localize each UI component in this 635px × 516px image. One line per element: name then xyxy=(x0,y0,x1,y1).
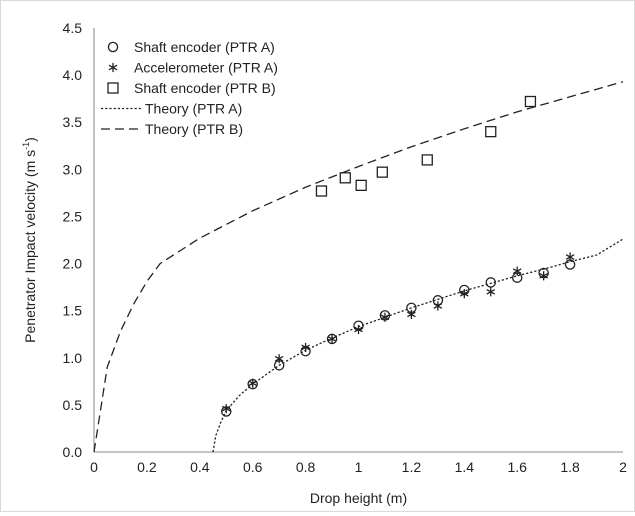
data-point-square xyxy=(421,154,433,166)
x-tick-label: 2 xyxy=(619,459,627,475)
y-tick-label: 3.0 xyxy=(63,161,83,177)
y-tick-label: 3.5 xyxy=(63,114,83,130)
legend-label: Shaft encoder (PTR A) xyxy=(134,39,275,55)
data-point-square xyxy=(355,179,367,192)
data-point-asterisk xyxy=(565,252,575,262)
data-point-asterisk xyxy=(274,354,284,364)
series-line-theory-ptr-a xyxy=(212,238,624,453)
legend-marker-circle xyxy=(107,41,119,53)
x-tick-label: 0.4 xyxy=(190,459,210,475)
legend-label: Shaft encoder (PTR B) xyxy=(134,80,276,96)
x-tick-label: 0.6 xyxy=(243,459,263,475)
legend-item: Accelerometer (PTR A) xyxy=(108,60,278,76)
y-tick-label: 0.5 xyxy=(63,397,83,413)
legend: Shaft encoder (PTR A) Accelerometer (PTR … xyxy=(101,39,278,137)
data-point-asterisk xyxy=(486,287,496,297)
data-point-asterisk xyxy=(327,334,337,344)
theory-curves xyxy=(93,81,624,453)
y-tick-label: 0.0 xyxy=(63,444,83,460)
data-point-asterisk xyxy=(354,324,363,335)
x-tick-label: 0 xyxy=(90,459,98,475)
x-tick-label: 1.6 xyxy=(507,459,527,475)
y-tick-label: 4.5 xyxy=(63,20,83,36)
x-tick-label: 1.8 xyxy=(560,459,580,475)
data-point-circle xyxy=(485,277,496,288)
data-point-asterisk xyxy=(433,301,443,311)
y-tick-label: 1.0 xyxy=(63,350,83,366)
data-point-asterisk xyxy=(512,266,522,276)
y-axis-title: Penetrator Impact velocity (m s-1) xyxy=(21,137,38,343)
y-axis-title-superscript: -1 xyxy=(21,142,31,150)
legend-label: Theory (PTR B) xyxy=(145,121,243,137)
data-point-asterisk xyxy=(407,309,416,320)
data-point-square xyxy=(315,185,328,197)
y-axis-title-main: Penetrator Impact velocity (m s xyxy=(22,150,38,343)
legend-marker-asterisk xyxy=(108,62,118,73)
legend-marker-square xyxy=(107,82,119,94)
data-point-square xyxy=(524,95,537,108)
series-line-theory-ptr-b xyxy=(93,81,624,453)
legend-item: Theory (PTR A) xyxy=(101,101,242,117)
legend-item: Theory (PTR B) xyxy=(101,121,243,137)
legend-label: Accelerometer (PTR A) xyxy=(134,60,278,76)
data-point-square xyxy=(485,125,497,138)
data-point-asterisk xyxy=(539,271,548,281)
legend-item: Shaft encoder (PTR A) xyxy=(107,39,275,55)
y-tick-label: 1.5 xyxy=(63,303,83,319)
data-point-asterisk xyxy=(380,312,390,322)
x-tick-label: 0.2 xyxy=(137,459,157,475)
data-points xyxy=(220,95,576,417)
y-axis-title-end: ) xyxy=(22,137,38,142)
y-tick-label: 2.0 xyxy=(63,256,83,272)
x-tick-label: 1 xyxy=(355,459,363,475)
x-tick-label: 1.4 xyxy=(455,459,475,475)
data-point-asterisk xyxy=(221,404,231,414)
x-tick-label: 1.2 xyxy=(402,459,422,475)
legend-item: Shaft encoder (PTR B) xyxy=(107,80,276,96)
y-tick-label: 4.0 xyxy=(63,67,83,83)
x-tick-label: 0.8 xyxy=(296,459,316,475)
data-point-asterisk xyxy=(301,342,310,353)
data-point-square xyxy=(339,172,351,184)
axes-layer xyxy=(93,28,623,453)
tick-labels: 0 0.2 0.4 0.6 0.8 1 1.2 1.4 1.6 1.8 2 0.0 0.5 1.0 1.5 2… xyxy=(63,20,628,475)
data-point-asterisk xyxy=(248,378,258,388)
data-point-square xyxy=(376,166,388,178)
legend-label: Theory (PTR A) xyxy=(145,101,242,117)
x-axis-title: Drop height (m) xyxy=(310,490,407,506)
y-tick-label: 2.5 xyxy=(63,208,83,224)
data-point-asterisk xyxy=(459,289,469,299)
